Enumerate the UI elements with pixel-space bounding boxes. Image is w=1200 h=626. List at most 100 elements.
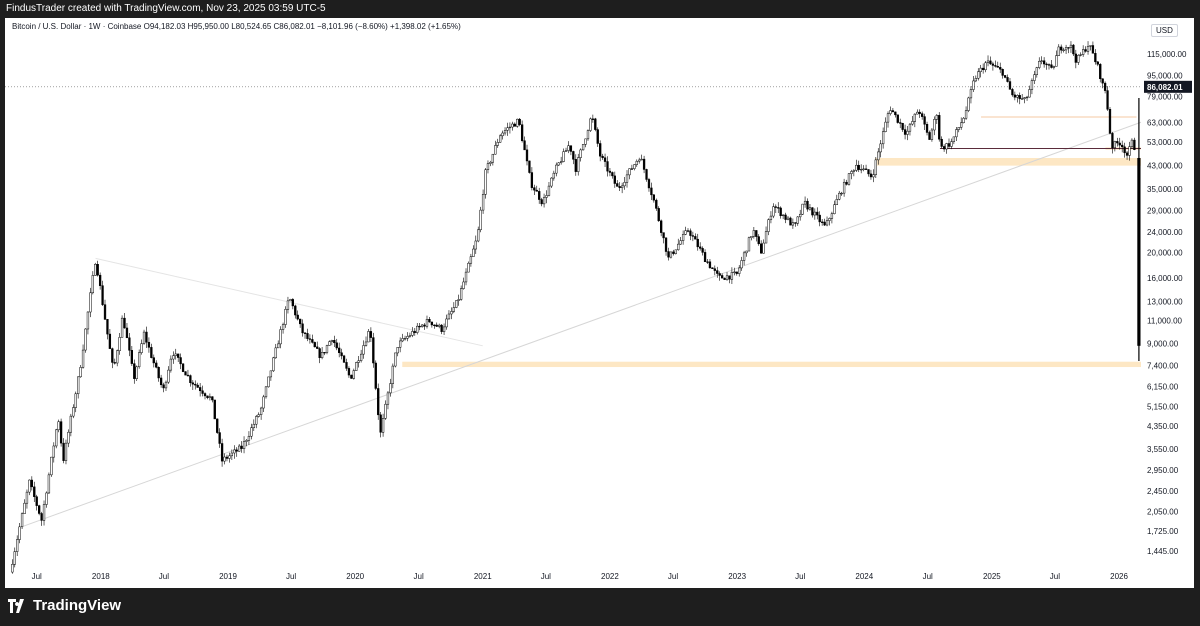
candle-body	[333, 340, 336, 344]
candle-body	[896, 114, 899, 123]
candle-body	[967, 97, 970, 111]
candle-body	[206, 395, 209, 398]
candle-body	[803, 200, 807, 205]
candle-body	[557, 162, 560, 166]
candle-body	[752, 230, 756, 237]
candle-body	[564, 150, 568, 152]
candle-body	[435, 324, 438, 327]
candle-body	[652, 194, 655, 201]
candle-body	[1125, 152, 1129, 156]
candle-body	[323, 352, 326, 354]
candle-body	[233, 449, 236, 454]
candle-body	[969, 89, 973, 99]
candle-body	[325, 345, 329, 353]
candle-body	[94, 264, 97, 276]
candle-body	[1103, 82, 1107, 91]
last-price-tag	[1144, 80, 1192, 93]
candle-body	[335, 342, 338, 349]
candle-body	[1025, 96, 1029, 99]
candle-body	[513, 123, 516, 127]
candle-body	[1018, 95, 1021, 100]
candle-body	[350, 374, 353, 379]
candle-body	[689, 230, 692, 236]
currency-button[interactable]: USD	[1151, 24, 1178, 37]
candle-body	[713, 268, 716, 271]
candle-body	[945, 143, 948, 150]
candle-body	[974, 78, 977, 82]
candle-body	[489, 161, 492, 164]
candle-body	[399, 340, 402, 348]
candle-body	[150, 347, 153, 358]
candle-body	[186, 374, 190, 377]
candle-body	[786, 217, 790, 220]
candle-body	[113, 362, 116, 364]
candle-body	[701, 248, 704, 253]
candle-body	[1079, 54, 1082, 56]
candle-body	[423, 324, 426, 327]
candle-body	[686, 230, 690, 232]
candle-body	[903, 129, 907, 135]
candle-body	[606, 161, 609, 172]
candle-body	[984, 62, 987, 71]
candle-body	[225, 456, 229, 459]
candle-body	[189, 375, 192, 383]
candle-body	[408, 335, 412, 337]
candle-body	[374, 362, 377, 389]
candle-body	[857, 164, 860, 170]
candle-body	[862, 168, 865, 170]
x-tick-label: Jul	[1050, 572, 1060, 581]
last-price-label: 86,082.01	[1147, 83, 1183, 92]
candle-body	[518, 118, 521, 125]
candle-body	[996, 66, 999, 68]
x-tick-label: 2023	[728, 572, 746, 581]
candle-body	[877, 151, 880, 161]
candle-body	[657, 208, 660, 222]
candle-body	[218, 432, 221, 444]
candle-body	[591, 118, 595, 120]
candle-body	[145, 331, 148, 343]
price-chart[interactable]: 115,000.00 95,000.00 79,000.00 63,000.00 53,…	[5, 18, 1194, 588]
candle-body	[806, 200, 809, 210]
candle-body	[1055, 55, 1058, 67]
y-tick-label: 53,000.00	[1147, 138, 1183, 147]
trend-line-1	[95, 257, 483, 347]
candle-body	[850, 171, 853, 174]
candle-body	[1057, 46, 1060, 56]
candle-body	[957, 127, 960, 130]
candle-body	[477, 229, 480, 242]
candle-body	[818, 214, 821, 223]
candle-body	[733, 271, 736, 273]
candle-body	[1050, 64, 1053, 68]
candle-body	[413, 331, 416, 333]
candle-body	[23, 502, 26, 514]
candle-body	[711, 267, 714, 269]
candle-body	[238, 445, 241, 452]
x-tick-label: Jul	[541, 572, 551, 581]
candle-body	[547, 185, 551, 196]
candle-body	[37, 505, 41, 514]
candle-body	[760, 243, 763, 254]
candle-body	[703, 252, 707, 263]
candle-body	[638, 159, 641, 162]
candle-body	[947, 143, 951, 147]
candle-body	[130, 350, 133, 364]
candle-body	[1116, 141, 1119, 144]
candle-body	[769, 215, 773, 220]
candle-body	[613, 175, 616, 184]
candle-body	[869, 173, 873, 178]
candle-body	[462, 281, 465, 289]
candle-body	[306, 333, 309, 339]
chart-panel[interactable]: 115,000.00 95,000.00 79,000.00 63,000.00 53,…	[5, 18, 1194, 588]
candle-body	[1111, 133, 1114, 149]
candle-body	[106, 319, 109, 335]
candle-body	[411, 331, 414, 336]
x-tick-label: 2022	[601, 572, 619, 581]
candle-body	[989, 60, 992, 65]
candle-body	[911, 121, 914, 125]
candle-body	[64, 442, 68, 461]
candle-body	[767, 219, 770, 232]
candle-body	[277, 343, 280, 349]
candle-body	[935, 115, 938, 120]
candle-body	[428, 319, 431, 323]
candle-body	[147, 341, 151, 348]
